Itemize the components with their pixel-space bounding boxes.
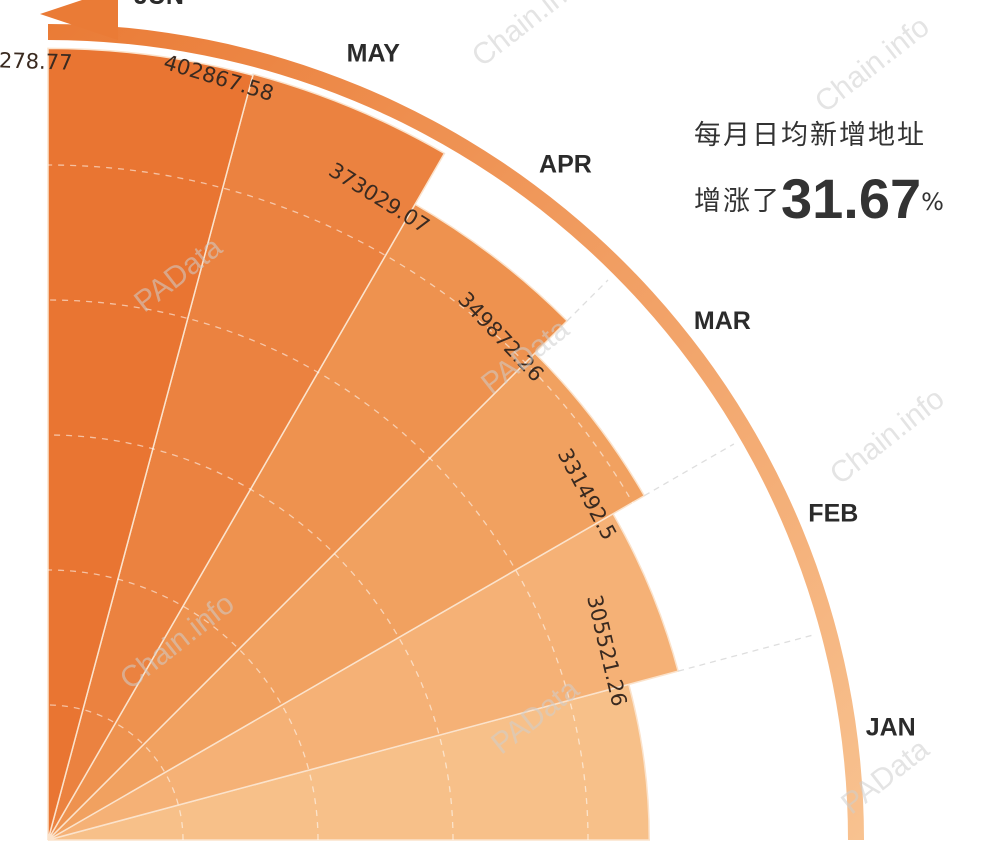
month-label-jun: JUN xyxy=(134,0,184,10)
headline-unit: % xyxy=(921,188,946,216)
month-label-jan: JAN xyxy=(866,714,916,742)
headline-title: 每月日均新增地址 xyxy=(694,118,994,154)
headline-growth: 增涨了31.67% xyxy=(694,166,994,231)
headline-number: 31.67 xyxy=(781,167,921,230)
month-label-may: MAY xyxy=(347,39,401,67)
month-label-feb: FEB xyxy=(808,499,858,527)
month-label-apr: APR xyxy=(539,150,592,178)
grid-spoke xyxy=(678,635,813,671)
month-label-mar: MAR xyxy=(694,307,751,335)
headline: 每月日均新增地址 增涨了31.67% xyxy=(694,118,994,231)
grid-spoke xyxy=(644,444,734,496)
value-label-jun: 402278.77 xyxy=(0,47,73,75)
grid-spoke xyxy=(567,280,608,321)
headline-prefix: 增涨了 xyxy=(694,186,781,217)
